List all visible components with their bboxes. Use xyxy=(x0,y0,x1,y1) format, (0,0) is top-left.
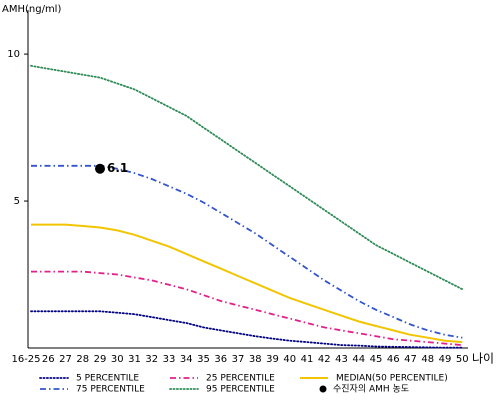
x-tick-label: 35 xyxy=(197,354,210,365)
x-tick-label: 41 xyxy=(301,354,314,365)
x-tick-label: 38 xyxy=(249,354,262,365)
x-tick-label: 32 xyxy=(145,354,158,365)
x-tick-label: 16-25 xyxy=(11,354,40,365)
x-tick-label: 36 xyxy=(214,354,227,365)
x-tick-label: 39 xyxy=(266,354,279,365)
patient-marker xyxy=(95,163,105,174)
x-tick-label: 48 xyxy=(421,354,434,365)
x-tick-label: 49 xyxy=(439,354,452,365)
x-tick-label: 43 xyxy=(335,354,348,365)
x-axis-label: 나이 xyxy=(472,352,494,366)
legend-label: 95 PERCENTILE xyxy=(206,385,275,395)
patient-label: 6.1 xyxy=(107,161,128,175)
x-tick-label: 33 xyxy=(163,354,176,365)
x-tick-label: 31 xyxy=(128,354,141,365)
x-tick-label: 26 xyxy=(42,354,55,365)
x-tick-label: 29 xyxy=(94,354,107,365)
x-tick-label: 47 xyxy=(404,354,417,365)
x-tick-label: 42 xyxy=(318,354,331,365)
series-line xyxy=(30,310,464,349)
x-tick-label: 40 xyxy=(283,354,296,365)
x-tick-label: 46 xyxy=(387,354,400,365)
series-line xyxy=(30,64,464,291)
x-tick-label: 50 xyxy=(456,354,469,365)
legend-label: 25 PERCENTILE xyxy=(206,374,275,384)
y-axis-label: AMH(ng/ml) xyxy=(2,4,61,15)
legend-label: 5 PERCENTILE xyxy=(76,374,139,384)
x-tick-label: 45 xyxy=(370,354,383,365)
x-tick-label: 28 xyxy=(76,354,89,365)
y-tick-label: 10 xyxy=(7,49,20,60)
x-tick-label: 37 xyxy=(232,354,245,365)
y-tick-label: 5 xyxy=(14,196,20,207)
legend-label: 75 PERCENTILE xyxy=(76,385,145,395)
x-tick-label: 27 xyxy=(59,354,72,365)
legend-marker xyxy=(319,385,327,393)
legend-label: 수진자의 AMH 농도 xyxy=(333,384,409,395)
series-line xyxy=(31,270,463,346)
series-line xyxy=(31,223,463,344)
x-tick-label: 30 xyxy=(111,354,124,365)
legend-label: MEDIAN(50 PERCENTILE) xyxy=(336,374,448,384)
x-tick-label: 34 xyxy=(180,354,193,365)
x-tick-label: 44 xyxy=(352,354,365,365)
